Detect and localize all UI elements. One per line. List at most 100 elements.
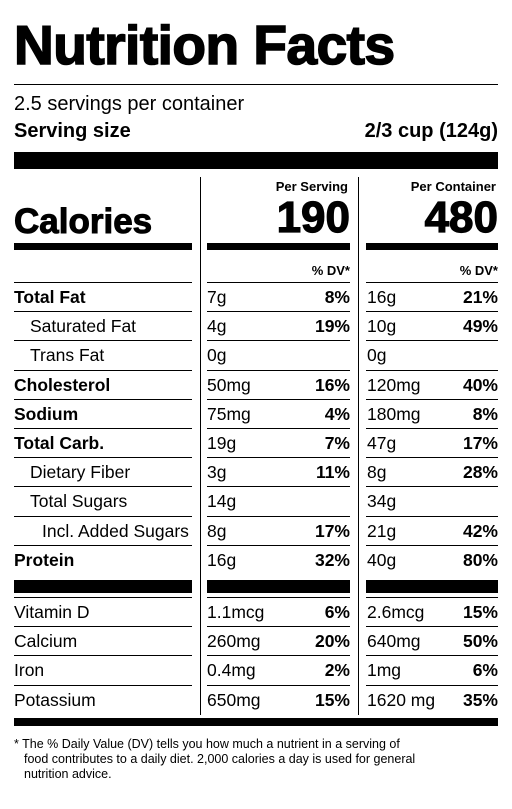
nutrient-row: Total Fat 7g 8% 16g 21%: [0, 282, 512, 311]
row-rule: [14, 282, 192, 283]
per-serving-dv: 2%: [324, 660, 350, 681]
per-container-dv: 6%: [472, 660, 498, 681]
row-rule: [14, 428, 192, 429]
nutrient-name: Calcium: [14, 631, 78, 652]
per-container-amount: 8g: [367, 462, 387, 483]
row-rule: [366, 544, 498, 546]
row-rule: [14, 369, 192, 371]
per-serving-dv: 7%: [324, 433, 350, 453]
per-serving-dv: 6%: [324, 602, 350, 622]
nutrient-row: Total Carb. 19g 7% 47g 17%: [0, 428, 512, 457]
footnote-line-3: nutrition advice.: [24, 767, 112, 781]
nutrient-row: Total Sugars 14g 34g: [0, 486, 512, 515]
thick-rule-mid-2: [207, 580, 350, 593]
per-serving-dv: 8%: [324, 287, 350, 307]
nutrient-row: Dietary Fiber 3g 11% 8g 28%: [0, 457, 512, 486]
nutrient-name: Dietary Fiber: [30, 462, 131, 483]
row-rule: [366, 369, 498, 371]
calories-rule-3: [366, 243, 498, 250]
row-rule: [366, 282, 498, 283]
row-rule: [207, 369, 350, 371]
col-per-serving: Per Serving: [275, 179, 348, 194]
nutrient-name: Potassium: [14, 689, 96, 710]
per-container-dv: 42%: [462, 520, 498, 541]
row-rule: [14, 398, 192, 400]
per-container-dv: 80%: [462, 549, 498, 570]
nutrient-row: Vitamin D 1.1mcg 6% 2.6mcg 15%: [0, 597, 512, 626]
row-rule: [14, 515, 192, 517]
per-serving-dv: 32%: [314, 549, 350, 570]
per-container-amount: 0g: [367, 345, 387, 366]
per-serving-amount: 260mg: [207, 631, 261, 652]
thick-rule-bottom: [14, 718, 498, 726]
row-rule: [207, 626, 350, 628]
row-rule: [207, 515, 350, 517]
per-container-dv: 40%: [462, 374, 498, 395]
per-serving-dv: 4%: [324, 403, 350, 424]
nutrient-name: Protein: [14, 549, 75, 570]
serving-size-label: Serving size: [14, 120, 131, 142]
row-rule: [207, 486, 350, 488]
per-container-dv: 50%: [462, 631, 498, 652]
column-divider-2: [358, 177, 359, 715]
row-rule: [366, 311, 498, 313]
per-container-amount: 47g: [367, 433, 397, 453]
per-container-dv: 15%: [462, 602, 498, 622]
per-container-amount: 1mg: [367, 660, 402, 681]
per-serving-amount: 0g: [207, 345, 227, 366]
nutrient-name: Cholesterol: [14, 374, 111, 395]
row-rule: [14, 544, 192, 546]
per-serving-amount: 0.4mg: [207, 660, 256, 681]
per-container-amount: 120mg: [367, 374, 421, 395]
row-rule: [366, 457, 498, 459]
per-serving-amount: 7g: [207, 287, 227, 307]
row-rule: [366, 340, 498, 342]
calories-per-container: 480: [424, 193, 499, 242]
row-rule: [366, 428, 498, 429]
row-rule: [14, 597, 192, 598]
nutrient-row: Incl. Added Sugars 8g 17% 21g 42%: [0, 516, 512, 545]
per-container-amount: 40g: [367, 549, 397, 570]
per-container-amount: 2.6mcg: [367, 602, 425, 622]
thick-rule-top: [14, 152, 498, 169]
per-container-dv: 21%: [462, 287, 498, 307]
row-rule: [207, 398, 350, 400]
per-serving-dv: 15%: [314, 689, 350, 710]
per-container-amount: 21g: [367, 520, 397, 541]
per-container-dv: 35%: [462, 689, 498, 710]
row-rule: [366, 398, 498, 400]
row-rule: [366, 515, 498, 517]
row-rule: [207, 655, 350, 657]
per-serving-dv: 19%: [314, 316, 350, 337]
row-rule: [207, 544, 350, 546]
nutrient-row: Sodium 75mg 4% 180mg 8%: [0, 399, 512, 428]
per-container-dv: 17%: [462, 433, 498, 453]
nutrient-name: Trans Fat: [30, 345, 105, 366]
per-serving-amount: 4g: [207, 316, 227, 337]
nutrient-name: Incl. Added Sugars: [42, 520, 189, 541]
calories-label: Calories: [13, 202, 153, 242]
nutrient-name: Saturated Fat: [30, 316, 137, 337]
row-rule: [207, 340, 350, 342]
row-rule: [14, 684, 192, 686]
per-serving-amount: 8g: [207, 520, 227, 541]
nutrient-name: Iron: [14, 660, 45, 681]
footnote-line-2: food contributes to a daily diet. 2,000 …: [24, 752, 416, 766]
row-rule: [207, 428, 350, 429]
per-serving-dv: 20%: [314, 631, 350, 652]
row-rule: [207, 311, 350, 313]
row-rule: [366, 486, 498, 488]
per-serving-dv: 17%: [314, 520, 350, 541]
nutrient-row: Cholesterol 50mg 16% 120mg 40%: [0, 370, 512, 399]
per-container-dv: 28%: [462, 462, 498, 483]
per-container-dv: 49%: [462, 316, 498, 337]
title-rule: [14, 84, 498, 85]
nutrient-name: Total Carb.: [14, 433, 105, 453]
per-serving-amount: 650mg: [207, 689, 261, 710]
row-rule: [14, 457, 192, 459]
row-rule: [14, 486, 192, 488]
nutrient-name: Total Sugars: [30, 491, 128, 512]
nutrient-row: Iron 0.4mg 2% 1mg 6%: [0, 655, 512, 684]
per-serving-amount: 19g: [207, 433, 237, 453]
row-rule: [366, 684, 498, 686]
